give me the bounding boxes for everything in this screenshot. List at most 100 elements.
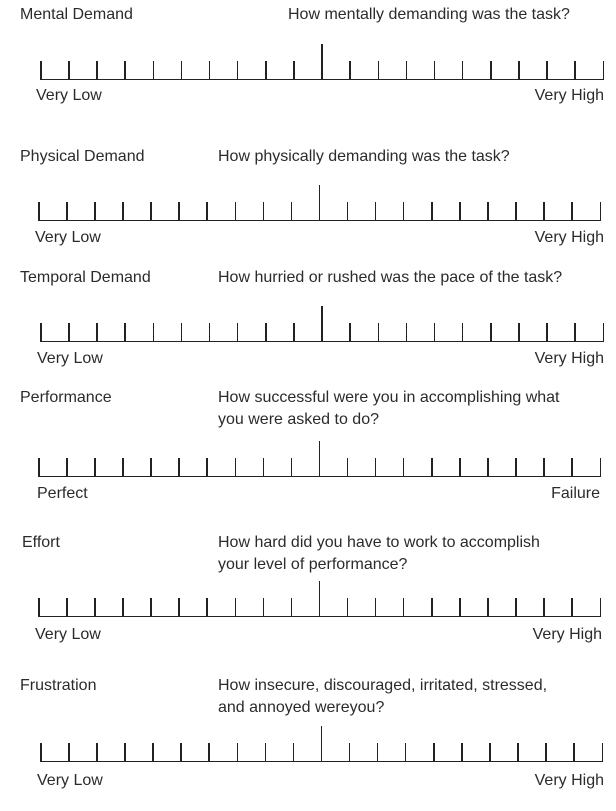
scale-tick[interactable] [543, 202, 545, 221]
scale-tick[interactable] [68, 61, 70, 80]
scale-tick[interactable] [122, 202, 124, 221]
scale-tick[interactable] [180, 743, 182, 762]
scale-tick[interactable] [293, 323, 295, 342]
scale-tick[interactable] [459, 598, 461, 617]
scale-tick[interactable] [515, 598, 517, 617]
scale-tick[interactable] [178, 598, 180, 617]
scale-tick[interactable] [290, 458, 293, 477]
scale-tick[interactable] [208, 323, 211, 342]
rating-scale[interactable] [40, 302, 604, 342]
scale-tick[interactable] [602, 323, 604, 342]
scale-tick[interactable] [96, 743, 98, 762]
scale-midpoint-tick[interactable] [321, 306, 323, 342]
scale-midpoint-tick[interactable] [318, 185, 321, 221]
scale-tick[interactable] [38, 598, 40, 617]
scale-tick[interactable] [66, 458, 68, 477]
scale-tick[interactable] [346, 458, 349, 477]
scale-tick[interactable] [571, 202, 573, 221]
scale-tick[interactable] [515, 202, 517, 221]
scale-tick[interactable] [38, 458, 40, 477]
scale-tick[interactable] [94, 458, 96, 477]
scale-tick[interactable] [38, 202, 40, 221]
scale-tick[interactable] [459, 202, 461, 221]
scale-tick[interactable] [545, 743, 547, 762]
scale-tick[interactable] [208, 61, 211, 80]
scale-tick[interactable] [180, 323, 183, 342]
scale-tick[interactable] [122, 598, 124, 617]
scale-tick[interactable] [376, 743, 379, 762]
scale-tick[interactable] [599, 598, 601, 617]
scale-tick[interactable] [348, 743, 351, 762]
scale-tick[interactable] [96, 61, 98, 80]
scale-midpoint-tick[interactable] [320, 726, 323, 762]
scale-tick[interactable] [292, 743, 295, 762]
scale-tick[interactable] [124, 743, 126, 762]
scale-tick[interactable] [236, 743, 239, 762]
scale-tick[interactable] [152, 743, 154, 762]
scale-midpoint-tick[interactable] [318, 441, 321, 477]
scale-tick[interactable] [404, 743, 407, 762]
scale-tick[interactable] [431, 598, 433, 617]
scale-tick[interactable] [374, 458, 377, 477]
rating-scale[interactable] [38, 437, 601, 477]
scale-tick[interactable] [377, 61, 379, 80]
scale-tick[interactable] [599, 458, 601, 477]
scale-tick[interactable] [402, 202, 405, 221]
scale-tick[interactable] [487, 458, 489, 477]
scale-tick[interactable] [517, 743, 519, 762]
scale-tick[interactable] [293, 61, 295, 80]
scale-tick[interactable] [66, 202, 68, 221]
scale-tick[interactable] [546, 323, 548, 342]
scale-tick[interactable] [461, 743, 463, 762]
scale-tick[interactable] [234, 458, 237, 477]
scale-tick[interactable] [574, 61, 576, 80]
scale-tick[interactable] [265, 61, 267, 80]
scale-midpoint-tick[interactable] [318, 581, 321, 617]
scale-tick[interactable] [66, 598, 68, 617]
scale-tick[interactable] [265, 323, 267, 342]
scale-tick[interactable] [489, 743, 491, 762]
scale-tick[interactable] [40, 61, 42, 80]
scale-tick[interactable] [150, 598, 152, 617]
scale-tick[interactable] [461, 323, 464, 342]
scale-tick[interactable] [574, 323, 576, 342]
scale-tick[interactable] [402, 598, 405, 617]
scale-tick[interactable] [490, 61, 492, 80]
scale-tick[interactable] [94, 202, 96, 221]
scale-tick[interactable] [405, 61, 408, 80]
scale-tick[interactable] [208, 743, 210, 762]
scale-tick[interactable] [573, 743, 575, 762]
scale-tick[interactable] [515, 458, 517, 477]
scale-tick[interactable] [346, 202, 349, 221]
scale-tick[interactable] [602, 61, 604, 80]
scale-tick[interactable] [40, 743, 42, 762]
scale-tick[interactable] [571, 458, 573, 477]
scale-tick[interactable] [122, 458, 124, 477]
scale-tick[interactable] [40, 323, 42, 342]
scale-tick[interactable] [433, 61, 436, 80]
scale-tick[interactable] [290, 202, 293, 221]
scale-tick[interactable] [206, 202, 208, 221]
scale-tick[interactable] [405, 323, 408, 342]
scale-tick[interactable] [431, 458, 433, 477]
scale-tick[interactable] [571, 598, 573, 617]
rating-scale[interactable] [38, 181, 601, 221]
scale-tick[interactable] [346, 598, 349, 617]
scale-tick[interactable] [543, 458, 545, 477]
rating-scale[interactable] [40, 722, 603, 762]
scale-tick[interactable] [264, 743, 267, 762]
scale-tick[interactable] [546, 61, 548, 80]
scale-tick[interactable] [518, 323, 520, 342]
scale-tick[interactable] [487, 202, 489, 221]
scale-tick[interactable] [374, 202, 377, 221]
scale-tick[interactable] [349, 61, 351, 80]
scale-tick[interactable] [236, 61, 239, 80]
scale-tick[interactable] [431, 202, 433, 221]
scale-tick[interactable] [124, 323, 126, 342]
scale-tick[interactable] [487, 598, 489, 617]
scale-tick[interactable] [150, 202, 152, 221]
scale-tick[interactable] [206, 598, 208, 617]
scale-tick[interactable] [152, 323, 154, 342]
scale-tick[interactable] [124, 61, 126, 80]
scale-tick[interactable] [374, 598, 377, 617]
